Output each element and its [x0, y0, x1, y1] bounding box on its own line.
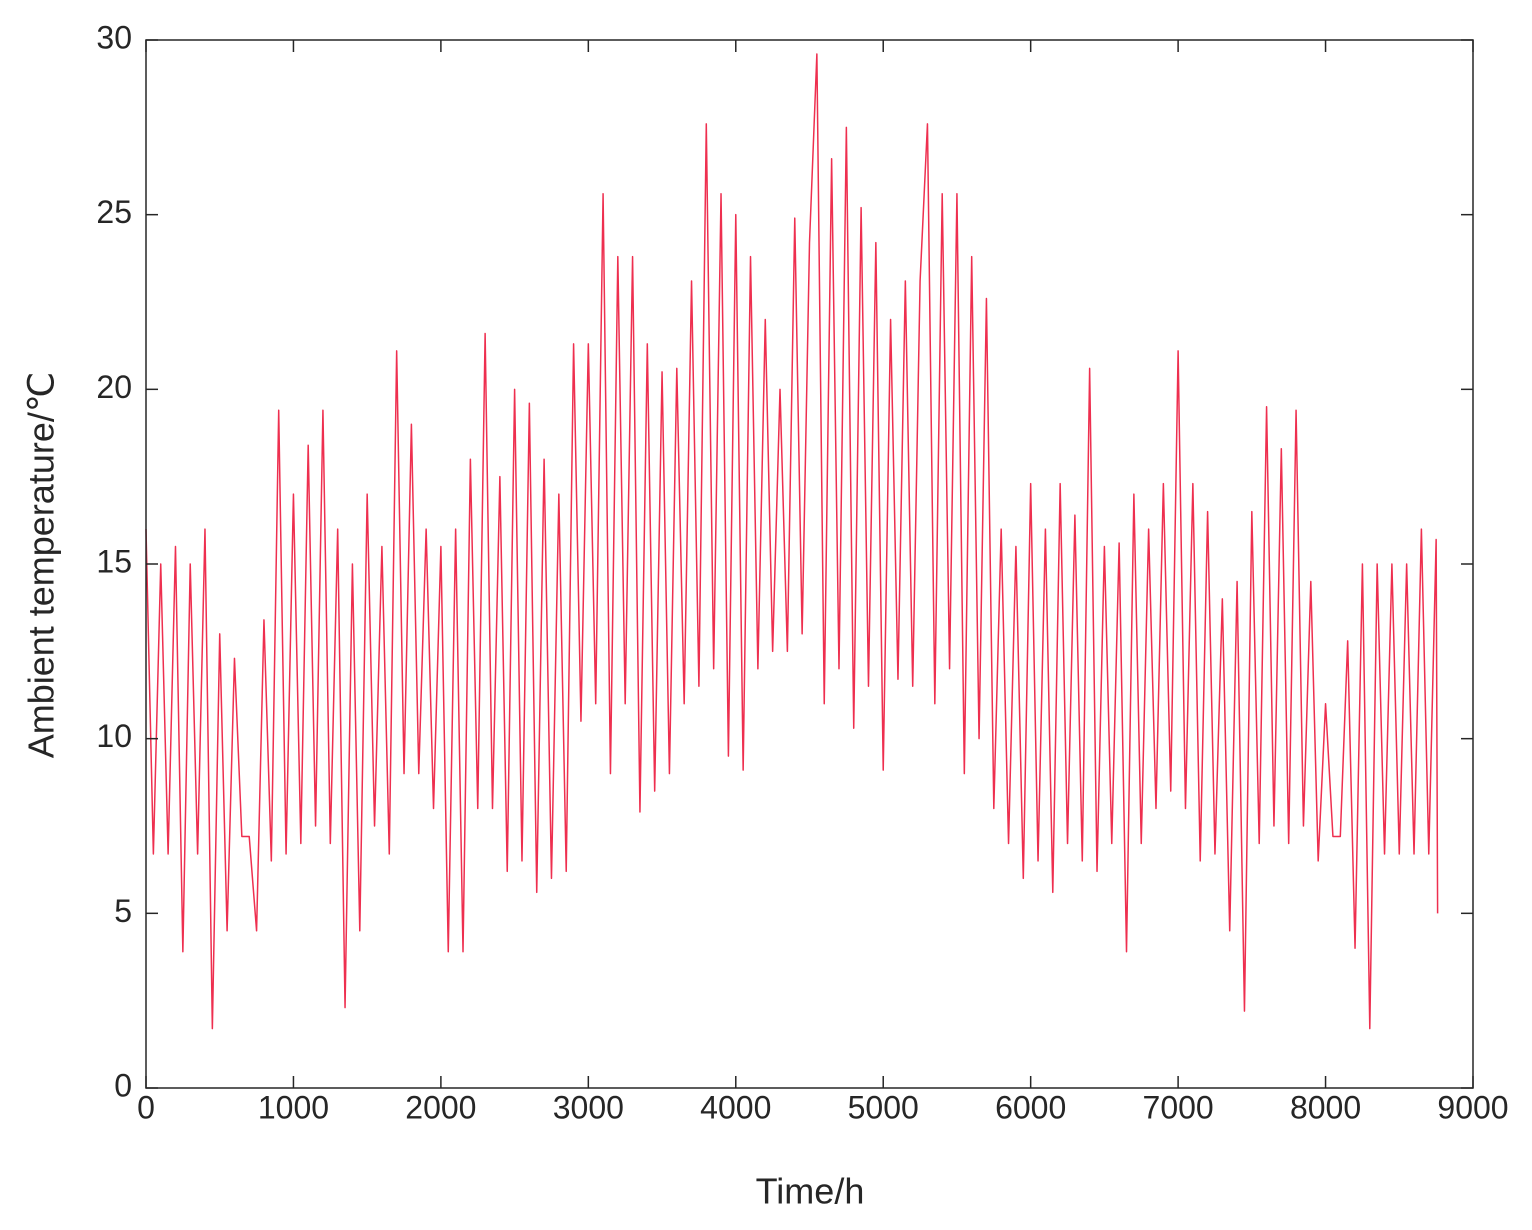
- x-tick-label: 9000: [1437, 1089, 1508, 1125]
- y-tick-label: 20: [96, 369, 132, 405]
- x-tick-label: 1000: [258, 1089, 329, 1125]
- x-tick-label: 4000: [700, 1089, 771, 1125]
- y-tick-label: 25: [96, 194, 132, 230]
- x-tick-label: 0: [137, 1089, 155, 1125]
- y-tick-label: 10: [96, 718, 132, 754]
- x-tick-label: 2000: [405, 1089, 476, 1125]
- plot-frame: [145, 39, 1474, 1089]
- data-line: [145, 53, 1439, 1030]
- x-tick-label: 7000: [1143, 1089, 1214, 1125]
- x-tick-label: 8000: [1290, 1089, 1361, 1125]
- y-tick-label: 5: [114, 893, 132, 929]
- y-tick-label: 15: [96, 543, 132, 579]
- y-tick-label: 0: [114, 1067, 132, 1103]
- x-axis-label: Time/h: [756, 1171, 865, 1212]
- x-tick-label: 6000: [995, 1089, 1066, 1125]
- x-tick-label: 3000: [553, 1089, 624, 1125]
- x-tick-label: 5000: [848, 1089, 919, 1125]
- y-tick-label: 30: [96, 19, 132, 55]
- y-axis-label: Ambient temperature/℃: [21, 372, 62, 759]
